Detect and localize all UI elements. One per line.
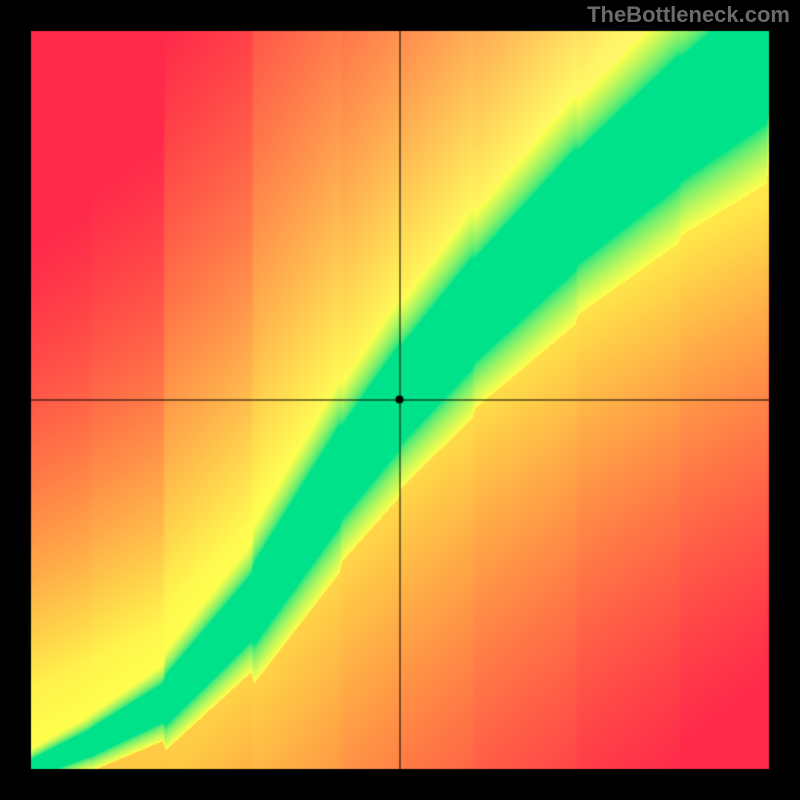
chart-container: TheBottleneck.com bbox=[0, 0, 800, 800]
heatmap-canvas bbox=[0, 0, 800, 800]
watermark-text: TheBottleneck.com bbox=[587, 2, 790, 28]
